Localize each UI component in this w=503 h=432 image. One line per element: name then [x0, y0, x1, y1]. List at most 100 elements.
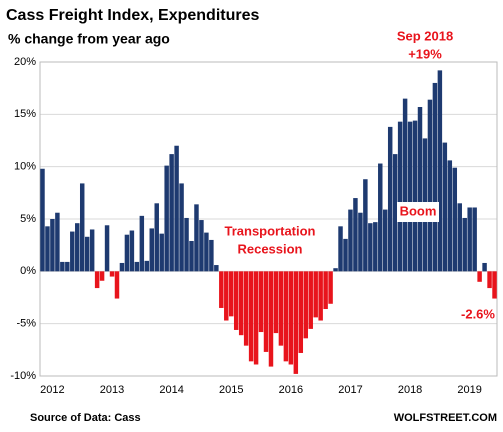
bar — [124, 234, 130, 272]
chart-title: Cass Freight Index, Expenditures — [6, 7, 260, 24]
annotation: Transportation — [224, 223, 315, 238]
bar — [457, 203, 462, 272]
bar — [368, 223, 373, 272]
bar — [417, 107, 423, 272]
bar — [348, 209, 353, 272]
bar — [427, 99, 433, 272]
bar — [248, 271, 254, 362]
bar — [169, 154, 174, 272]
bar — [214, 265, 219, 272]
x-tick-label: 2018 — [398, 384, 422, 396]
x-tick-label: 2012 — [40, 384, 64, 396]
y-tick-label: 15% — [14, 108, 36, 120]
bar — [233, 271, 239, 330]
x-tick-label: 2015 — [219, 384, 243, 396]
bar — [50, 219, 55, 272]
bar — [472, 207, 477, 272]
x-tick-label: 2014 — [159, 384, 183, 396]
bar — [477, 271, 482, 282]
bar — [114, 271, 120, 299]
bar — [65, 261, 70, 272]
bar — [184, 217, 189, 272]
bar — [209, 239, 214, 272]
bar — [447, 160, 453, 272]
bar — [392, 154, 398, 272]
bar — [308, 271, 313, 329]
bar — [263, 271, 269, 352]
bar — [402, 98, 408, 272]
y-tick-label: 20% — [14, 56, 36, 68]
annotation: +19% — [408, 46, 442, 61]
bar — [149, 228, 155, 272]
source: Source of Data: Cass — [30, 412, 141, 424]
bar — [387, 126, 393, 272]
bar — [358, 212, 363, 272]
bar — [442, 142, 448, 272]
bar — [343, 238, 348, 272]
bar — [40, 168, 45, 272]
bar — [273, 271, 279, 334]
annotation: Sep 2018 — [397, 28, 453, 43]
bar — [154, 203, 159, 272]
bar — [119, 262, 125, 272]
bar — [144, 260, 150, 272]
bar — [199, 220, 204, 272]
bar — [482, 262, 487, 272]
bar — [323, 271, 328, 310]
bar — [229, 271, 234, 317]
bar — [60, 261, 65, 272]
y-tick-label: -5% — [16, 318, 36, 330]
annotation: Boom — [400, 203, 437, 218]
bar — [278, 271, 284, 346]
bar — [363, 179, 368, 272]
bar — [55, 212, 60, 272]
boom-box — [397, 202, 439, 222]
bar — [268, 271, 274, 367]
bar — [328, 271, 333, 304]
y-tick-label: 10% — [14, 161, 36, 173]
bar — [378, 163, 383, 272]
bar — [487, 271, 492, 289]
bar — [338, 226, 343, 272]
bar — [134, 261, 140, 272]
bar — [204, 232, 209, 272]
bar — [253, 271, 259, 365]
bar — [382, 209, 388, 272]
x-tick-label: 2017 — [338, 384, 362, 396]
bar — [139, 215, 145, 272]
bar — [159, 233, 164, 272]
bar — [179, 183, 184, 272]
bar — [219, 271, 224, 308]
brand: WOLFSTREET.COM — [394, 412, 497, 424]
bar — [194, 204, 199, 272]
annotation: -2.6% — [461, 306, 495, 321]
bar — [189, 240, 194, 272]
plot-frame — [39, 61, 498, 377]
annotation: Recession — [237, 241, 302, 256]
bar — [397, 121, 403, 272]
bar — [238, 271, 244, 336]
bar — [452, 167, 458, 272]
bar — [174, 145, 179, 272]
bar — [432, 82, 438, 272]
bar — [79, 183, 85, 272]
bar — [283, 271, 289, 362]
bar — [303, 271, 308, 339]
x-tick-label: 2016 — [279, 384, 303, 396]
chart-subtitle: % change from year ago — [8, 31, 170, 47]
bar — [104, 225, 110, 272]
bar — [462, 217, 467, 272]
bar — [288, 271, 294, 365]
bar — [373, 222, 378, 272]
bar — [333, 268, 338, 272]
bar — [94, 271, 100, 289]
bar — [298, 271, 304, 353]
bar — [224, 271, 229, 321]
bar — [412, 120, 418, 272]
y-tick-label: 5% — [20, 213, 36, 225]
bar — [164, 165, 169, 272]
bar — [353, 198, 358, 272]
bar — [70, 231, 75, 272]
bar — [129, 230, 135, 272]
